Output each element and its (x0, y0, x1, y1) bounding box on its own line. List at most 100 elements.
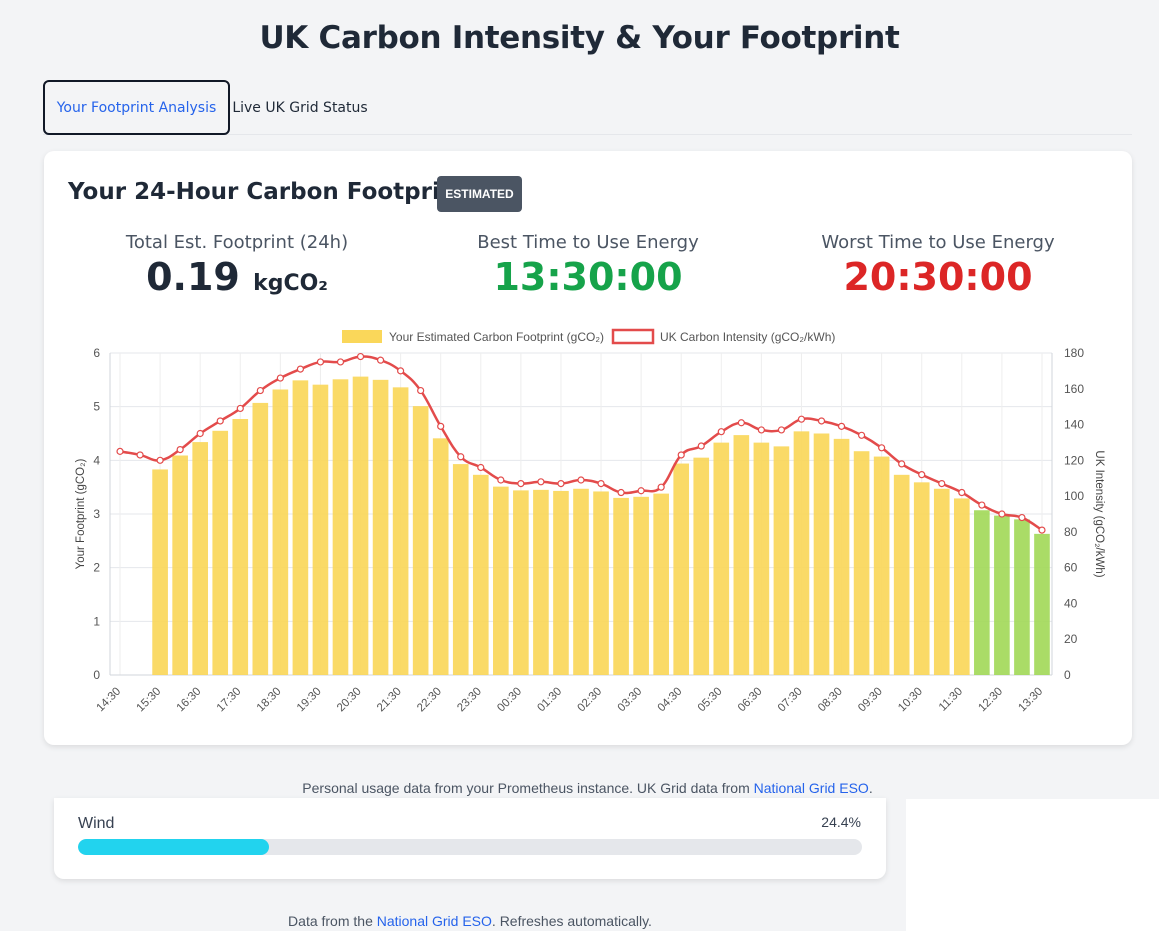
x-tick-label: 20:30 (335, 685, 364, 714)
mix-progress-track (78, 839, 862, 855)
x-tick-label: 08:30 (816, 685, 845, 714)
footprint-bar (172, 455, 188, 675)
intensity-point (437, 422, 445, 430)
intensity-point (757, 426, 765, 434)
intensity-point (316, 358, 325, 366)
estimated-badge: ESTIMATED (437, 176, 522, 212)
intensity-point (256, 386, 264, 395)
mix-fuel-label: Wind (78, 815, 115, 832)
x-tick-label: 10:30 (896, 685, 925, 714)
footprint-bar (372, 379, 389, 675)
bottom-note: Data from the National Grid ESO. Refresh… (0, 913, 940, 929)
x-tick-label: 11:30 (937, 685, 965, 713)
legend-bar-swatch (342, 330, 382, 343)
y-left-tick-label: 3 (93, 507, 100, 521)
intensity-point (637, 487, 645, 495)
x-tick-label: 12:30 (976, 685, 1005, 714)
footprint-bar (733, 435, 750, 675)
y-left-tick-label: 1 (93, 614, 100, 628)
footer-note-text: Personal usage data from your Prometheus… (302, 780, 754, 796)
y-left-tick-label: 5 (93, 400, 100, 414)
footprint-bar (753, 442, 770, 675)
intensity-point (557, 479, 565, 488)
intensity-point (737, 419, 745, 427)
intensity-point (417, 386, 425, 395)
intensity-point (397, 367, 405, 375)
stat-worst-label: Worst Time to Use Energy (821, 232, 1055, 253)
intensity-point (537, 478, 545, 486)
national-grid-link-bottom[interactable]: National Grid ESO (376, 913, 492, 929)
y-right-tick-label: 40 (1064, 596, 1078, 610)
intensity-point (617, 488, 625, 497)
x-tick-label: 21:30 (375, 685, 404, 714)
footprint-bar (994, 515, 1010, 675)
footprint-bar (493, 486, 509, 675)
intensity-point (176, 446, 184, 454)
footer-note-end: . (868, 780, 873, 796)
intensity-point (136, 451, 144, 459)
y-right-tick-label: 0 (1064, 668, 1071, 682)
generation-mix-card: Wind 24.4% (54, 798, 886, 879)
intensity-point (918, 471, 926, 479)
stat-best-label: Best Time to Use Energy (477, 232, 699, 253)
footprint-bar (432, 438, 449, 675)
y-right-tick-label: 60 (1064, 561, 1078, 575)
footprint-bar (713, 442, 730, 675)
tab-footprint-analysis[interactable]: Your Footprint Analysis (43, 80, 230, 135)
stat-total-label: Total Est. Footprint (24h) (125, 232, 349, 253)
intensity-point (356, 352, 365, 361)
tab-live-grid-status[interactable]: Live UK Grid Status (232, 99, 368, 116)
intensity-point (938, 479, 946, 488)
intensity-point (296, 365, 305, 373)
footprint-bar (953, 498, 970, 675)
footprint-bar (893, 474, 910, 675)
y-right-tick-label: 180 (1064, 346, 1084, 360)
stat-total-value-row: 0.19 kgCO₂ (67, 255, 407, 299)
bottom-note-end: . Refreshes automatically. (491, 913, 652, 929)
intensity-point (477, 463, 485, 472)
intensity-point (156, 456, 164, 464)
footprint-bar (653, 493, 669, 675)
stat-total-footprint: Total Est. Footprint (24h) 0.19 kgCO₂ (67, 232, 407, 299)
x-tick-label: 04:30 (656, 685, 685, 714)
legend-bar-label: Your Estimated Carbon Footprint (gCO₂) (389, 330, 604, 344)
stat-best-time: Best Time to Use Energy 13:30:00 (418, 232, 758, 299)
x-tick-label: 07:30 (776, 685, 805, 714)
footprint-bar (232, 419, 249, 675)
legend-line-label: UK Carbon Intensity (gCO₂/kWh) (660, 330, 835, 344)
card-title: Your 24-Hour Carbon Footprint (68, 179, 468, 205)
footprint-bar (252, 402, 269, 675)
stat-worst-value: 20:30:00 (843, 255, 1033, 299)
intensity-point (797, 415, 806, 423)
intensity-point (898, 460, 906, 468)
x-tick-label: 05:30 (696, 685, 725, 714)
intensity-point (878, 444, 886, 452)
y-left-tick-label: 4 (93, 453, 100, 467)
footer-note: Personal usage data from your Prometheus… (0, 780, 1159, 796)
footprint-bar (933, 488, 950, 675)
footprint-card: Your 24-Hour Carbon Footprint ESTIMATED … (44, 151, 1132, 745)
x-tick-label: 16:30 (175, 685, 204, 714)
footprint-bar (452, 464, 469, 675)
footprint-bar (593, 491, 609, 675)
tab-bar: Your Footprint Analysis Live UK Grid Sta… (43, 80, 1132, 135)
bottom-note-text: Data from the (288, 913, 377, 929)
y-left-tick-label: 2 (93, 561, 100, 575)
x-tick-label: 23:30 (455, 685, 484, 714)
mix-progress-fill (78, 839, 270, 855)
x-tick-label: 17:30 (215, 685, 244, 714)
side-panel (906, 799, 1159, 931)
footprint-bar (1014, 519, 1030, 675)
intensity-point (517, 479, 525, 488)
footprint-bar (613, 497, 629, 675)
national-grid-link[interactable]: National Grid ESO (753, 780, 869, 796)
intensity-point (577, 476, 585, 484)
footprint-bar (773, 446, 790, 675)
intensity-point (697, 442, 705, 450)
intensity-point (677, 451, 685, 459)
stat-worst-time: Worst Time to Use Energy 20:30:00 (768, 232, 1108, 299)
footprint-bar (813, 433, 830, 675)
x-tick-label: 19:30 (295, 685, 324, 714)
page-title: UK Carbon Intensity & Your Footprint (259, 20, 900, 56)
